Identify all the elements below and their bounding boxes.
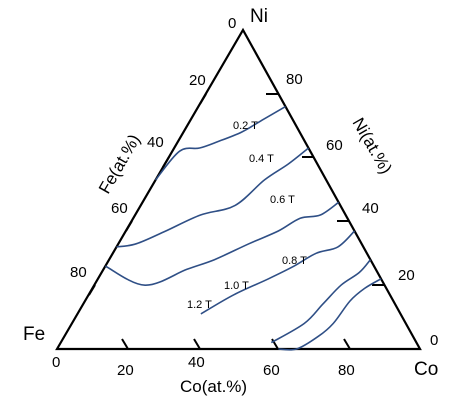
contour-line-0.2t xyxy=(278,278,382,351)
vertex-label-fe: Fe xyxy=(23,324,45,345)
co-tick-label-0: 0 xyxy=(52,354,60,371)
fe-tick-label-40: 40 xyxy=(147,134,164,151)
fe-tick-80 xyxy=(88,284,96,296)
fe-tick-20 xyxy=(199,93,207,105)
co-tick-20 xyxy=(121,338,129,350)
co-tick-60 xyxy=(271,338,279,350)
contour-line-0.8t xyxy=(105,201,340,287)
contour-label-0.8t: 0.8 T xyxy=(282,255,307,267)
co-tick-label-20: 20 xyxy=(117,362,134,379)
vertex-label-ni: Ni xyxy=(250,6,268,27)
co-tick-label-80: 80 xyxy=(338,362,355,379)
vertex-label-co: Co xyxy=(414,359,438,380)
contour-label-0.2t: 0.2 T xyxy=(233,120,258,132)
co-tick-label-40: 40 xyxy=(188,354,205,371)
triangle-frame xyxy=(55,27,422,351)
contour-line-1.0t xyxy=(116,147,309,248)
fe-tick-60 xyxy=(125,220,133,232)
contour-line-0.6t xyxy=(200,230,356,315)
contour-label-1.0t: 1.0 T xyxy=(224,280,249,292)
ni-tick-label-0: 0 xyxy=(430,332,438,349)
fe-axis-title: Fe(at.%) xyxy=(95,131,144,197)
ni-axis-title: Ni(at.%) xyxy=(349,115,396,178)
contour-label-0.6t: 0.6 T xyxy=(270,194,295,206)
contour-label-0.4t: 0.4 T xyxy=(249,153,274,165)
fe-tick-label-20: 20 xyxy=(189,72,206,89)
ni-tick-label-40: 40 xyxy=(362,200,379,217)
ni-tick-label-20: 20 xyxy=(398,267,415,284)
contour-line-1.2t xyxy=(154,105,286,181)
co-tick-80 xyxy=(343,338,351,350)
fe-tick-label-0: 0 xyxy=(228,15,236,32)
fe-tick-40 xyxy=(162,156,170,168)
fe-tick-label-80: 80 xyxy=(70,264,87,281)
ni-tick-label-60: 60 xyxy=(326,137,343,154)
ni-tick-label-80: 80 xyxy=(286,71,303,88)
contour-line-0.4t xyxy=(270,259,372,344)
co-tick-label-60: 60 xyxy=(263,362,280,379)
co-axis-title: Co(at.%) xyxy=(180,377,247,396)
co-tick-40 xyxy=(193,338,201,350)
contour-label-1.2t: 1.2 T xyxy=(187,299,212,311)
fe-tick-label-60: 60 xyxy=(111,200,128,217)
